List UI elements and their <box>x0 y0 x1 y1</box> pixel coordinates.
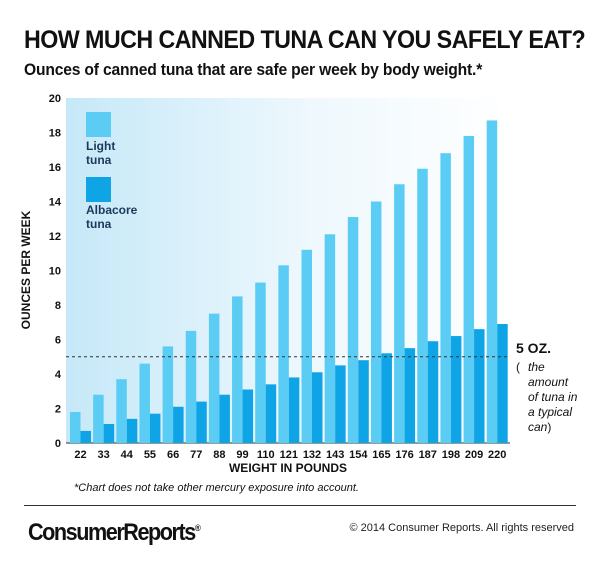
note-line: of tuna in <box>528 390 578 404</box>
bar-albacore-176 <box>404 348 416 444</box>
bar-light-176 <box>394 184 405 443</box>
y-tick-label: 2 <box>55 404 61 416</box>
x-tick-label: 77 <box>190 449 202 461</box>
x-tick-label: 33 <box>98 449 110 461</box>
note-line: can) <box>528 420 552 434</box>
x-tick-label: 22 <box>74 449 86 461</box>
x-tick-label: 66 <box>167 449 179 461</box>
bar-light-44 <box>116 379 127 443</box>
bar-albacore-33 <box>103 424 115 443</box>
legend-label-light-tuna: Light tuna <box>86 139 115 167</box>
bar-light-110 <box>255 282 266 443</box>
bar-albacore-220 <box>497 323 508 443</box>
bar-albacore-110 <box>265 384 277 443</box>
x-tick-label: 121 <box>280 449 298 461</box>
bar-light-66 <box>162 346 174 443</box>
bar-albacore-22 <box>80 430 91 443</box>
x-axis-label: WEIGHT IN POUNDS <box>229 461 347 475</box>
bar-light-22 <box>70 411 81 443</box>
legend: Light tuna Albacore tuna <box>86 112 138 231</box>
bar-albacore-165 <box>381 353 392 443</box>
y-tick-label: 10 <box>49 266 61 278</box>
bar-light-198 <box>440 153 451 443</box>
x-tick-label: 154 <box>349 449 368 461</box>
bar-albacore-198 <box>450 336 462 443</box>
x-tick-label: 176 <box>395 449 413 461</box>
bar-light-209 <box>463 135 475 443</box>
y-axis-label: OUNCES PER WEEK <box>19 210 33 329</box>
bar-light-132 <box>301 249 312 443</box>
bar-albacore-209 <box>474 329 485 443</box>
y-tick-label: 6 <box>55 335 61 347</box>
x-tick-label: 132 <box>303 449 321 461</box>
x-tick-label: 209 <box>465 449 483 461</box>
bar-albacore-66 <box>173 406 184 443</box>
legend-swatch-light-tuna <box>86 112 111 137</box>
y-tick-label: 14 <box>49 197 62 209</box>
copyright-notice: © 2014 Consumer Reports. All rights rese… <box>349 522 574 534</box>
reference-line-label: 5 OZ. <box>516 340 552 356</box>
bar-light-143 <box>324 234 336 443</box>
bar-albacore-88 <box>219 394 230 443</box>
x-tick-label: 198 <box>442 449 460 461</box>
bar-chart: 0 2 4 6 8 10 12 14 16 18 20 22 33 44 55 66 77 88 99 110 121… <box>19 93 510 475</box>
y-tick-label: 12 <box>49 231 61 243</box>
bar-albacore-55 <box>149 413 161 443</box>
y-tick-label: 18 <box>49 128 61 140</box>
bar-light-154 <box>347 217 359 443</box>
divider <box>24 505 576 506</box>
x-tick-label: 55 <box>144 449 156 461</box>
bar-albacore-77 <box>196 401 207 443</box>
consumer-reports-logo: ConsumerReports® <box>28 519 201 546</box>
x-tick-label: 110 <box>257 449 275 461</box>
bar-albacore-187 <box>427 341 439 443</box>
note-line: a typical <box>528 405 573 419</box>
x-tick-label: 44 <box>121 449 134 461</box>
y-tick-label: 20 <box>49 93 61 105</box>
bar-light-165 <box>370 201 382 443</box>
reference-line-note: the amount of tuna in a typical can) <box>528 360 588 435</box>
bar-light-187 <box>417 168 428 443</box>
x-tick-label: 165 <box>372 449 390 461</box>
y-tick-label: 16 <box>49 162 61 174</box>
bar-albacore-99 <box>242 389 254 443</box>
bar-albacore-44 <box>126 418 138 443</box>
bar-light-220 <box>486 120 498 444</box>
y-tick-label: 4 <box>55 369 62 381</box>
annotation-open-paren: ( <box>516 360 520 374</box>
bar-albacore-154 <box>358 360 369 443</box>
note-line: the <box>528 360 545 374</box>
bar-light-99 <box>232 296 243 444</box>
bar-albacore-143 <box>335 365 346 444</box>
x-tick-label: 220 <box>488 449 506 461</box>
bar-light-121 <box>278 265 289 443</box>
bar-albacore-132 <box>312 372 323 443</box>
bar-light-33 <box>93 394 104 443</box>
bar-light-77 <box>185 330 197 444</box>
y-tick-label: 8 <box>55 300 61 312</box>
chart-subtitle: Ounces of canned tuna that are safe per … <box>24 60 483 79</box>
bar-light-55 <box>139 363 150 443</box>
x-tick-label: 143 <box>326 449 344 461</box>
chart-title: HOW MUCH CANNED TUNA CAN YOU SAFELY EAT? <box>24 26 586 54</box>
x-tick-label: 99 <box>236 449 248 461</box>
y-tick-label: 0 <box>55 438 61 450</box>
footnote: *Chart does not take other mercury expos… <box>74 482 359 494</box>
bar-albacore-121 <box>288 377 300 443</box>
x-tick-label: 187 <box>419 449 437 461</box>
legend-swatch-albacore-tuna <box>86 177 111 202</box>
legend-label-albacore-tuna: Albacore tuna <box>86 203 138 231</box>
note-line: amount <box>528 375 569 389</box>
x-tick-label: 88 <box>213 449 225 461</box>
bar-light-88 <box>208 313 220 444</box>
